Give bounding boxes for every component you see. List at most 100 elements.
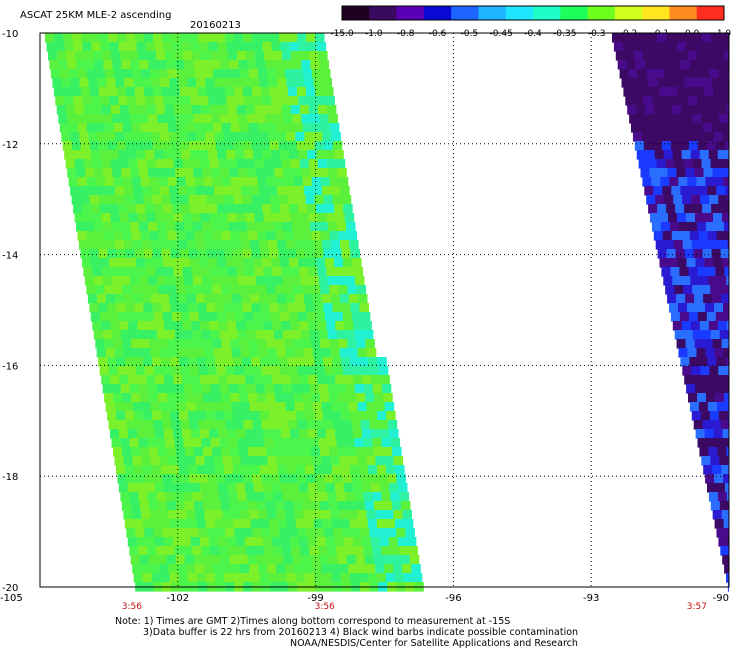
swath-cell xyxy=(328,114,338,124)
swath-cell xyxy=(248,339,258,349)
swath-cell xyxy=(707,402,718,412)
swath-cell xyxy=(239,69,250,79)
swath-cell xyxy=(668,87,678,97)
swath-cell xyxy=(129,330,140,340)
swath-cell xyxy=(64,96,74,106)
swath-cell xyxy=(640,42,651,52)
swath-cell xyxy=(679,141,690,151)
swath-cell xyxy=(303,456,314,466)
swath-cell xyxy=(138,276,149,286)
swath-cell xyxy=(314,249,325,259)
swath-cell xyxy=(86,285,96,295)
swath-cell xyxy=(197,357,207,367)
swath-cell xyxy=(310,168,320,178)
swath-cell xyxy=(185,393,195,403)
swath-cell xyxy=(197,195,208,205)
swath-cell xyxy=(375,456,386,466)
swath-cell xyxy=(399,492,409,502)
swath-cell xyxy=(161,249,172,259)
swath-cell xyxy=(164,159,175,169)
swath-cell xyxy=(375,510,385,520)
swath-cell xyxy=(298,537,309,547)
swath-cell xyxy=(193,501,204,511)
colorbar-swatch xyxy=(342,6,370,20)
swath-cell xyxy=(299,429,309,439)
swath-cell xyxy=(207,420,218,430)
swath-cell xyxy=(143,141,154,151)
swath-cell xyxy=(248,393,258,403)
swath-cell xyxy=(655,69,666,79)
swath-cell xyxy=(716,60,727,70)
swath-cell xyxy=(385,573,396,583)
swath-cell xyxy=(102,384,113,394)
swath-cell xyxy=(710,114,720,124)
swath-cell xyxy=(182,105,193,115)
swath-cell xyxy=(205,78,215,88)
swath-cell xyxy=(706,312,717,322)
swath-cell xyxy=(348,456,359,466)
swath-cell xyxy=(209,321,219,331)
swath-cell xyxy=(285,294,296,304)
swath-cell xyxy=(201,276,212,286)
swath-cell xyxy=(255,276,266,286)
swath-cell xyxy=(252,528,262,538)
swath-cell xyxy=(279,474,289,484)
swath-cell xyxy=(267,294,278,304)
swath-cell xyxy=(302,447,312,457)
swath-cell xyxy=(330,348,341,358)
swath-cell xyxy=(293,69,304,79)
swath-cell xyxy=(128,105,139,115)
swath-cell xyxy=(273,492,283,502)
swath-cell xyxy=(119,429,129,439)
swath-cell xyxy=(116,141,127,151)
swath-cell xyxy=(282,492,292,502)
swath-cell xyxy=(81,33,91,43)
swath-cell xyxy=(260,249,271,259)
swath-cell xyxy=(156,330,167,340)
swath-cell xyxy=(639,33,649,43)
swath-cell xyxy=(698,231,709,241)
swath-cell xyxy=(343,258,353,268)
swath-cell xyxy=(309,384,320,394)
swath-cell xyxy=(697,141,708,151)
swath-cell xyxy=(240,510,250,520)
swath-cell xyxy=(162,474,172,484)
swath-cell xyxy=(209,375,219,385)
swath-cell xyxy=(225,474,235,484)
swath-cell xyxy=(282,51,292,61)
swath-cell xyxy=(118,96,128,106)
swath-cell xyxy=(209,267,219,277)
swath-cell xyxy=(309,276,320,286)
swath-cell xyxy=(145,42,156,52)
swath-cell xyxy=(232,573,243,583)
swath-cell xyxy=(241,240,251,250)
swath-cell xyxy=(200,375,210,385)
swath-cell xyxy=(295,240,305,250)
swath-cell xyxy=(177,456,188,466)
swath-cell xyxy=(233,357,243,367)
swath-cell xyxy=(151,519,162,529)
swath-cell xyxy=(674,114,684,124)
swath-cell xyxy=(635,60,646,70)
swath-cell xyxy=(273,51,283,61)
swath-cell xyxy=(273,330,284,340)
swath-cell xyxy=(254,429,264,439)
swath-cell xyxy=(335,159,346,169)
swath-cell xyxy=(723,474,729,484)
swath-cell xyxy=(136,96,146,106)
swath-cell xyxy=(654,150,665,160)
swath-cell xyxy=(408,546,418,556)
swath-cell xyxy=(240,348,251,358)
swath-cell xyxy=(306,528,316,538)
swath-cell xyxy=(278,465,288,475)
swath-cell xyxy=(102,51,112,61)
swath-cell xyxy=(195,456,206,466)
swath-cell xyxy=(265,60,275,70)
swath-cell xyxy=(240,294,251,304)
swath-cell xyxy=(147,51,157,61)
swath-cell xyxy=(196,240,206,250)
swath-cell xyxy=(179,249,190,259)
swath-cell xyxy=(261,420,272,430)
swath-cell xyxy=(665,285,675,295)
swath-cell xyxy=(666,249,677,259)
